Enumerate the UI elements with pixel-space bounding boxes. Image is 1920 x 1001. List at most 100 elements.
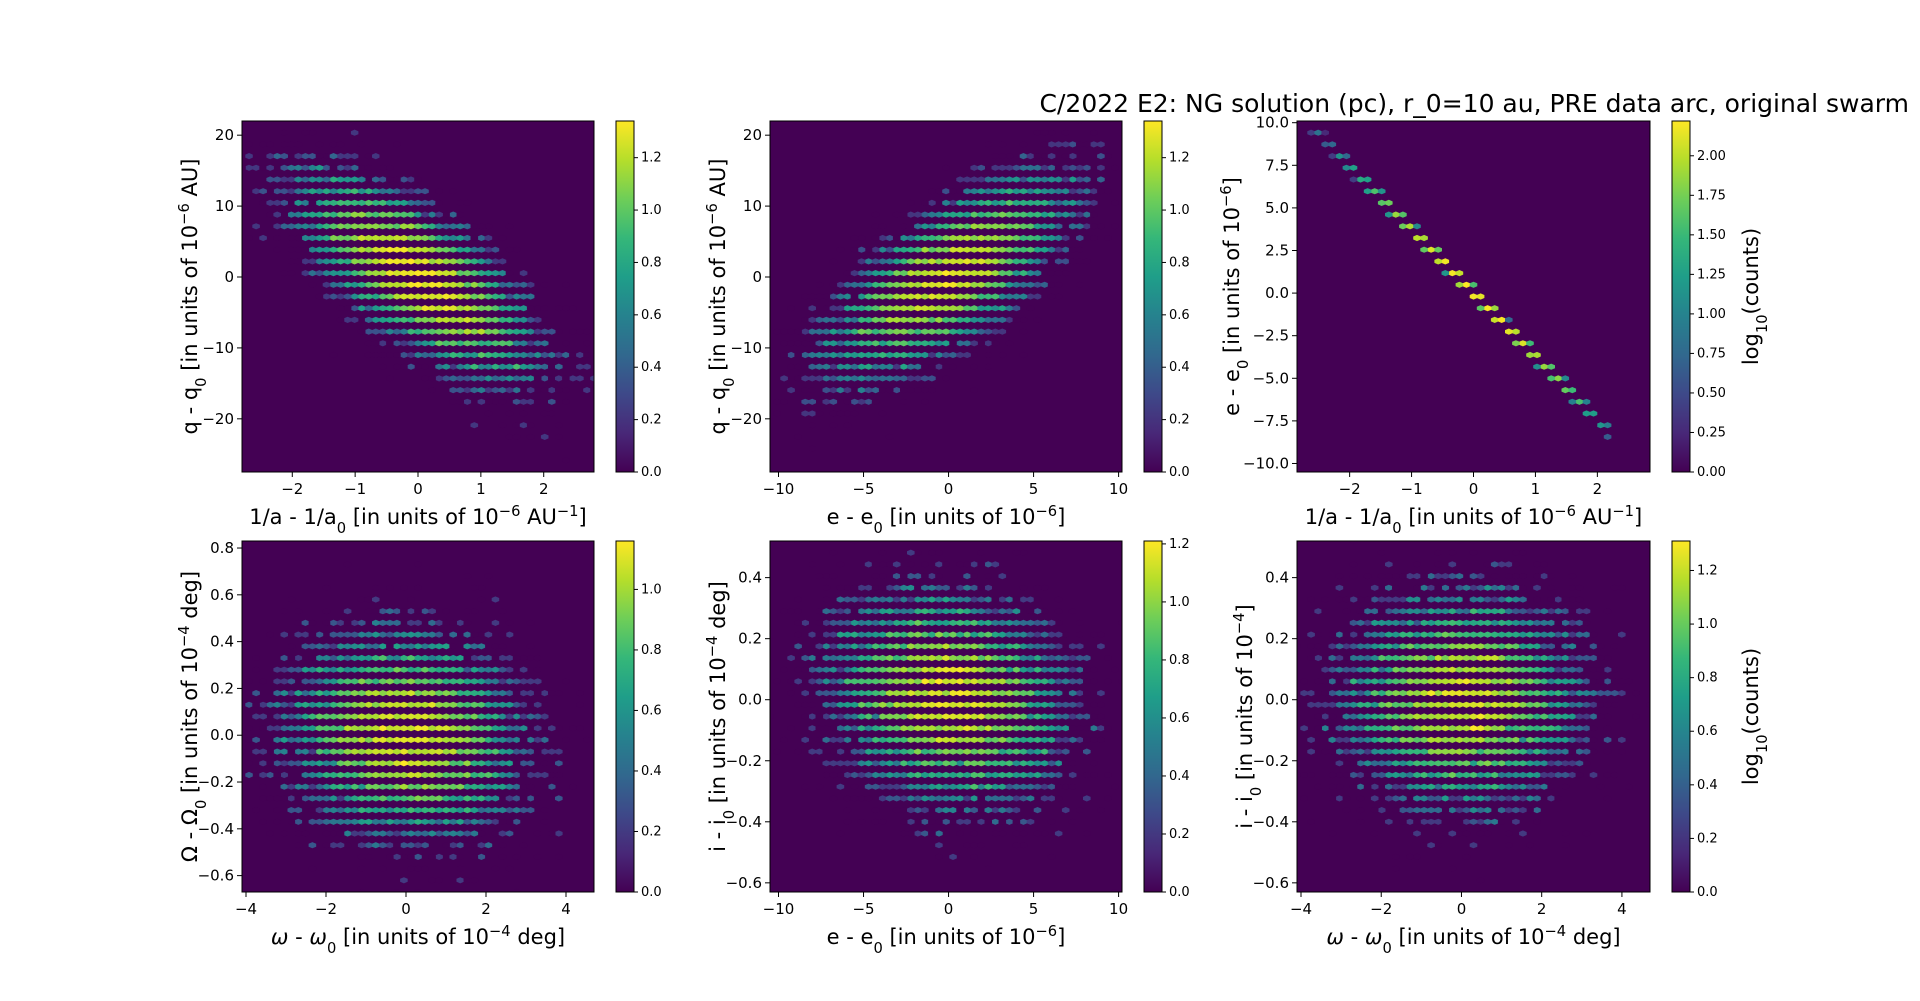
hexbin-cell bbox=[1476, 631, 1485, 638]
hexbin-cell bbox=[449, 725, 457, 732]
hexbin-cell bbox=[484, 328, 493, 335]
hexbin-cell bbox=[815, 410, 824, 417]
hexbin-cell bbox=[1547, 713, 1555, 720]
hexbin-cell bbox=[1427, 631, 1435, 638]
hexbin-cell bbox=[287, 141, 296, 148]
hexbin-cell bbox=[393, 258, 401, 265]
hexbin-cell bbox=[315, 795, 324, 802]
hexbin-cell bbox=[752, 364, 760, 370]
hexbin-cell bbox=[379, 258, 387, 265]
hexbin-cell bbox=[1526, 654, 1534, 662]
hexbin-cell bbox=[1019, 584, 1028, 591]
hexbin-cell bbox=[400, 608, 408, 615]
hexbin-cell bbox=[1413, 223, 1421, 230]
hexbin-cell bbox=[442, 281, 450, 288]
hexbin-cell bbox=[1054, 666, 1063, 673]
hexbin-cell bbox=[963, 561, 971, 568]
hexbin-cell bbox=[1455, 795, 1464, 802]
hexbin-cell bbox=[991, 153, 1000, 160]
hexbin-cell bbox=[1540, 573, 1548, 580]
hexbin-cell bbox=[949, 643, 957, 650]
hexbin-cell bbox=[1047, 153, 1056, 160]
hexbin-cell bbox=[308, 129, 317, 136]
hexbin-cell bbox=[970, 771, 978, 779]
hexbin-cell bbox=[491, 713, 500, 720]
hexbin-cell bbox=[1385, 199, 1393, 206]
hexbin-cell bbox=[843, 351, 852, 359]
hexbin-cell bbox=[379, 795, 387, 802]
hexbin-cell bbox=[991, 188, 1000, 195]
hexbin-cell bbox=[1307, 129, 1315, 136]
hexbin-cell bbox=[1561, 760, 1570, 767]
hexbin-cell bbox=[1413, 748, 1421, 755]
hexbin-cell bbox=[315, 818, 324, 825]
hexbin-cell bbox=[1385, 584, 1393, 591]
hexbin-cell bbox=[266, 121, 274, 125]
hexbin-cell bbox=[421, 363, 429, 370]
hexbin-cell bbox=[231, 713, 239, 719]
hexbin-cell bbox=[379, 643, 387, 650]
hexbin-cell bbox=[357, 631, 366, 638]
hexbin-cell bbox=[287, 701, 296, 708]
hexbin-cell bbox=[850, 305, 859, 312]
hexbin-cell bbox=[963, 771, 971, 779]
hexbin-cell bbox=[1019, 725, 1028, 732]
hexbin-cell bbox=[428, 853, 436, 860]
hexbin-cell bbox=[956, 690, 964, 697]
hexbin-cell bbox=[928, 363, 936, 370]
hexbin-cell bbox=[407, 363, 415, 370]
y-tick-label: 0.2 bbox=[1265, 630, 1289, 648]
hexbin-cell bbox=[329, 666, 338, 673]
hexbin-cell bbox=[1026, 608, 1035, 615]
hexbin-cell bbox=[386, 351, 394, 359]
hexbin-cell bbox=[991, 608, 1000, 615]
hexbin-cell bbox=[364, 760, 373, 767]
hexbin-cell bbox=[815, 654, 824, 662]
hexbin-cell bbox=[1026, 701, 1035, 708]
hexbin-cell bbox=[379, 211, 387, 218]
hexbin-cell bbox=[1420, 725, 1428, 732]
hexbin-cell bbox=[907, 573, 915, 580]
colorbar-gradient bbox=[1143, 540, 1163, 893]
hexbin-cell bbox=[1483, 818, 1492, 825]
hexbin-cell bbox=[1026, 188, 1035, 195]
hexbin-cell bbox=[1441, 608, 1450, 615]
y-tick-label: −5.0 bbox=[1253, 369, 1289, 387]
hexbin-cell bbox=[963, 783, 971, 790]
hexbin-cell bbox=[1568, 701, 1577, 708]
hexbin-cell bbox=[322, 654, 331, 662]
x-tick-label: −2 bbox=[315, 900, 337, 918]
hexbin-cell bbox=[921, 643, 929, 650]
hexbin-cell bbox=[379, 748, 387, 755]
hexbin-cell bbox=[379, 234, 387, 242]
hexbin-cell bbox=[907, 363, 915, 370]
hexbin-cell bbox=[984, 596, 992, 603]
hexbin-cell bbox=[1526, 351, 1534, 359]
hexbin-cell bbox=[322, 176, 331, 183]
hexbin-cell bbox=[871, 270, 880, 277]
colorbar-tick-label: 0.25 bbox=[1697, 425, 1726, 440]
hexbin-cell bbox=[322, 246, 331, 253]
hexbin-cell bbox=[505, 783, 514, 790]
hexbin-cell bbox=[970, 713, 978, 720]
hexbin-cell bbox=[773, 398, 781, 405]
hexbin-cell bbox=[935, 281, 943, 288]
hexbin-cell bbox=[322, 608, 331, 615]
hexbin-cell bbox=[935, 305, 943, 312]
hexbin-cell bbox=[414, 340, 422, 347]
hexbin-cell bbox=[329, 701, 338, 708]
hexbin-cell bbox=[1104, 188, 1112, 195]
hexbin-cell bbox=[1582, 619, 1591, 626]
hexbin-cell bbox=[442, 631, 450, 638]
hexbin-cell bbox=[1406, 690, 1414, 697]
hexbin-cell bbox=[1300, 690, 1308, 697]
hexbin-cell bbox=[505, 387, 514, 394]
hexbin-cell bbox=[273, 748, 281, 755]
hexbin-cell bbox=[1512, 631, 1520, 638]
x-tick-label: −1 bbox=[1401, 480, 1423, 498]
hexbin-cell bbox=[428, 351, 436, 359]
hexbin-cell bbox=[949, 293, 957, 300]
hexbin-cell bbox=[1005, 795, 1014, 802]
hexbin-cell bbox=[843, 316, 852, 323]
hexbin-cell bbox=[1575, 725, 1584, 732]
